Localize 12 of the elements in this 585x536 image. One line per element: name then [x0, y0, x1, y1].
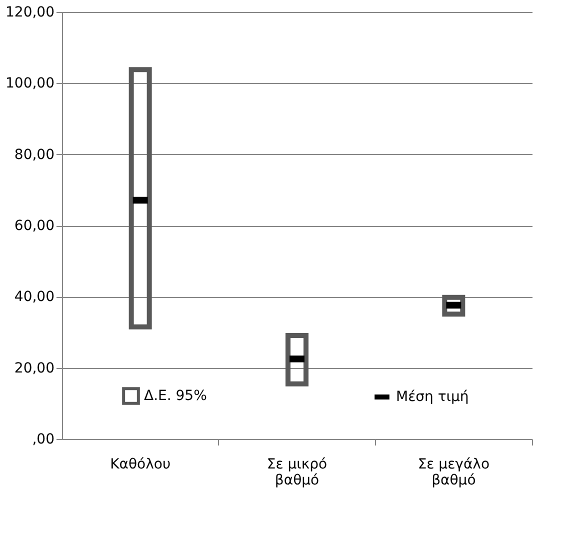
- y-tick-label: 60,00: [14, 218, 54, 234]
- y-tick-label: 40,00: [14, 289, 54, 306]
- legend-label: Μέση τιμή: [396, 389, 469, 405]
- x-tick-label: Σε μεγάλο βαθμό: [418, 456, 490, 488]
- y-tick-label: 20,00: [14, 360, 54, 376]
- x-tick-label: Σε μικρό βαθμό: [266, 456, 328, 488]
- y-tick-label: 100,00: [6, 76, 54, 92]
- y-tick-label: ,00: [32, 432, 54, 448]
- y-tick-label: 80,00: [14, 146, 54, 163]
- legend-label: Δ.Ε. 95%: [144, 388, 207, 404]
- y-tick-label: 120,00: [6, 4, 54, 20]
- x-tick-label: Καθόλου: [110, 456, 171, 472]
